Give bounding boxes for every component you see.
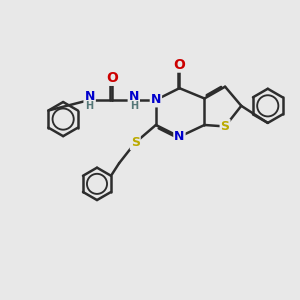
Text: H: H [130,101,138,111]
Text: H: H [85,101,94,111]
Text: S: S [131,136,140,149]
Text: N: N [151,93,161,106]
Text: O: O [173,58,185,72]
Text: H: H [129,95,138,105]
Text: N: N [85,91,95,103]
Text: H: H [85,95,94,105]
Text: N: N [129,91,139,103]
Text: N: N [174,130,184,143]
Text: O: O [106,71,118,85]
Text: S: S [220,120,230,133]
